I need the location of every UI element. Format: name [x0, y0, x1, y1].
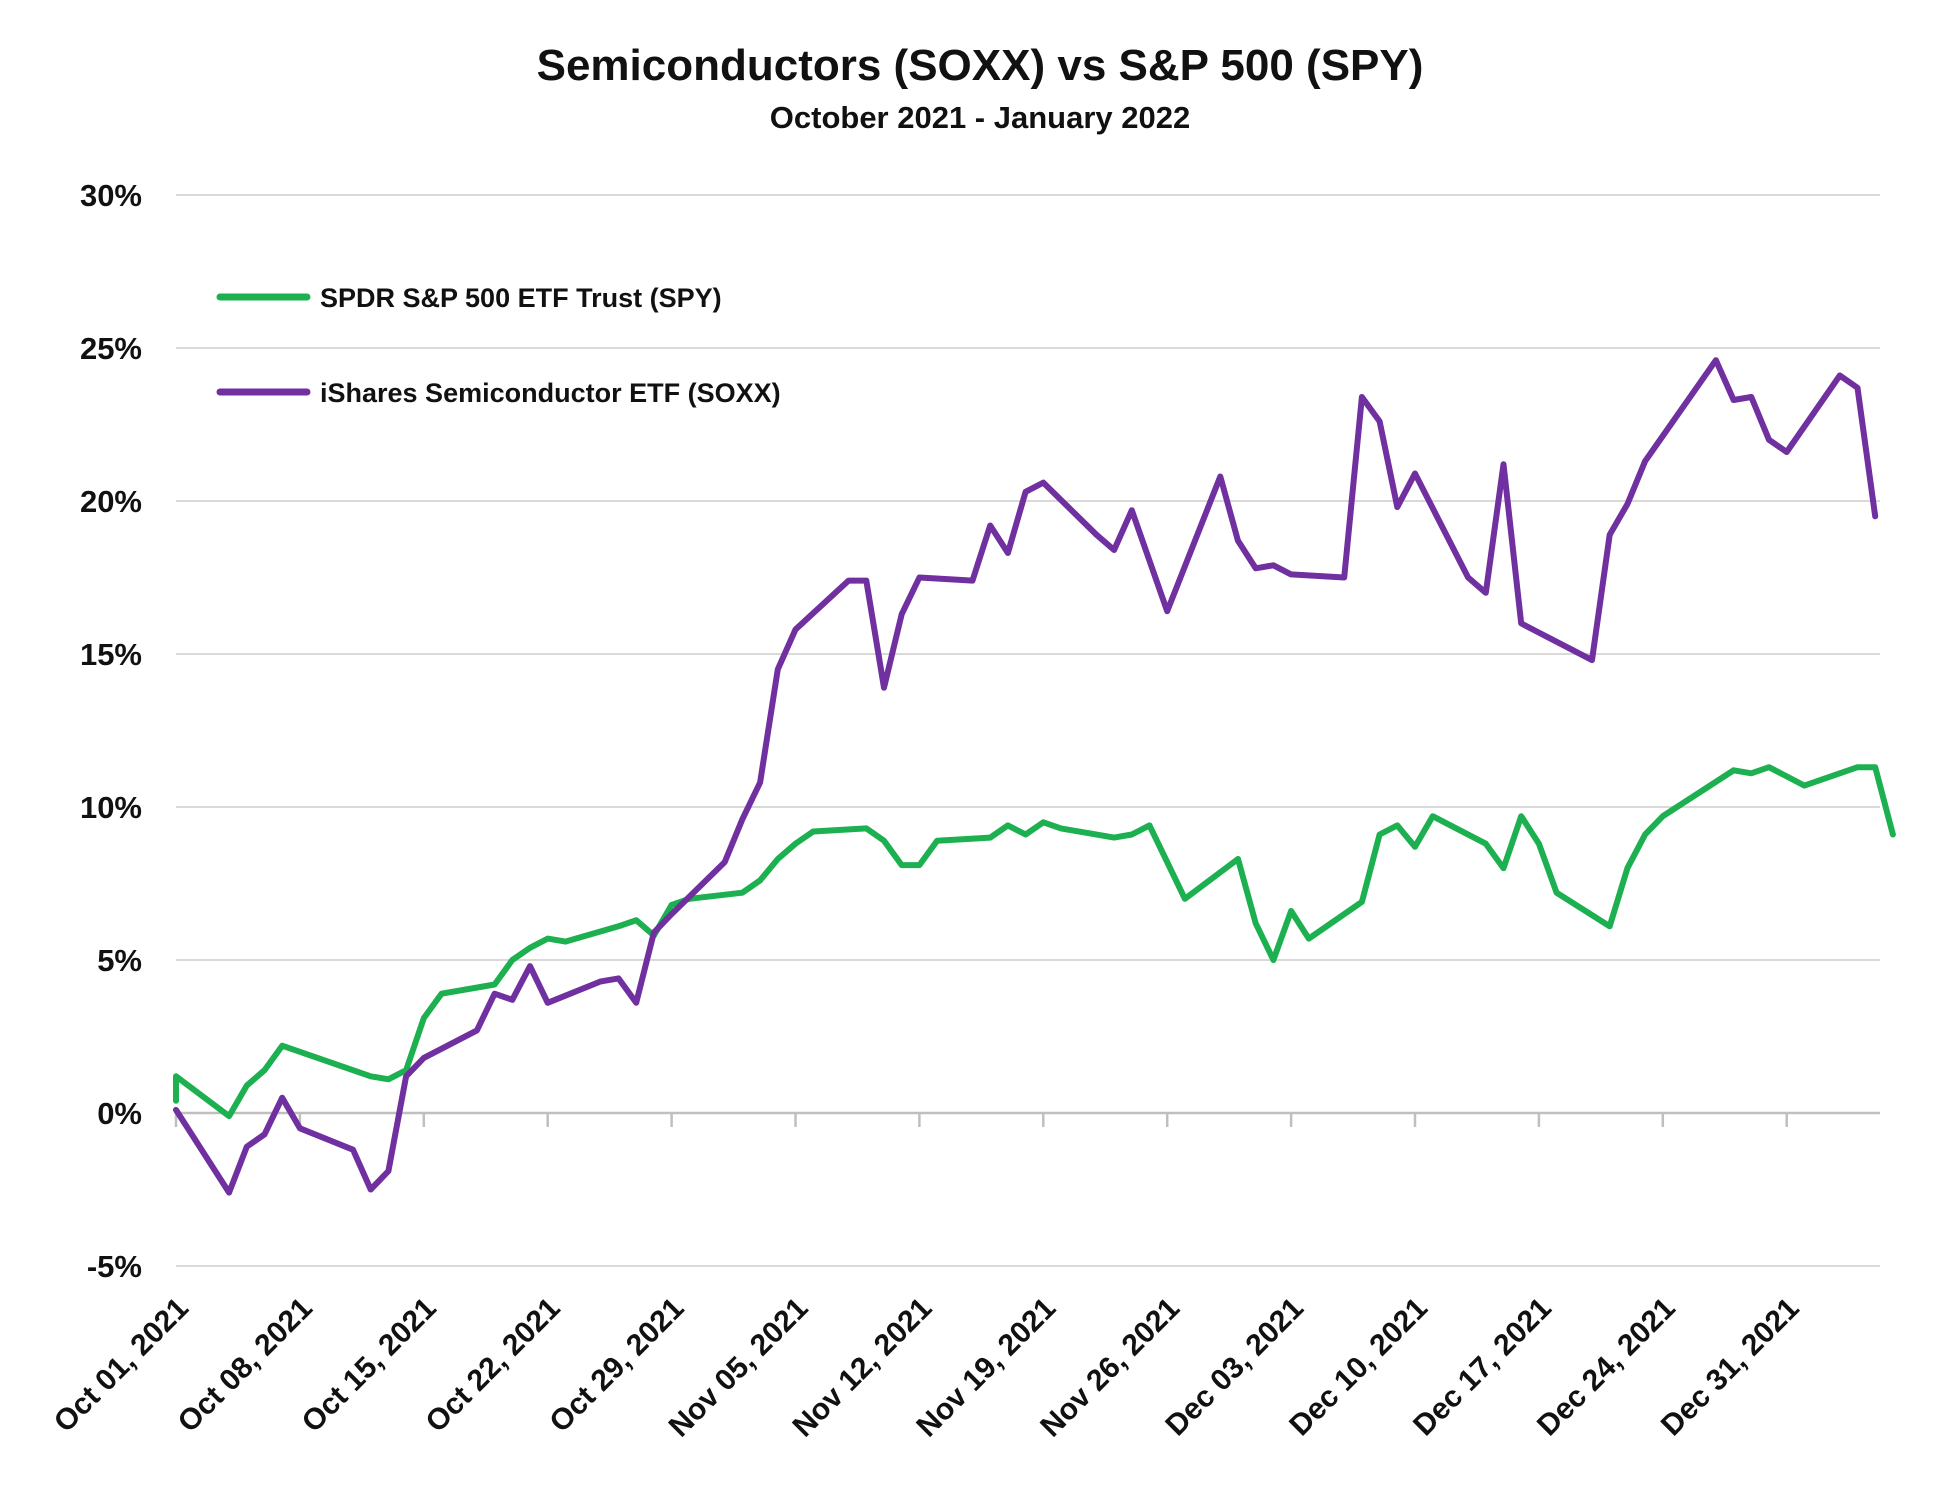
- y-tick-label: 30%: [80, 178, 142, 213]
- y-tick-label: 5%: [97, 943, 142, 978]
- x-axis: [174, 1111, 1880, 1127]
- chart-title: Semiconductors (SOXX) vs S&P 500 (SPY): [537, 41, 1424, 90]
- y-tick-label: 0%: [97, 1096, 142, 1131]
- chart-subtitle: October 2021 - January 2022: [770, 100, 1190, 135]
- y-tick-label: 20%: [80, 484, 142, 519]
- y-axis: -5% 0% 5% 10% 15% 20% 25% 30%: [80, 178, 142, 1284]
- series-line-soxx: [173, 357, 1879, 1196]
- gridlines: [176, 194, 1880, 1267]
- y-tick-label: -5%: [87, 1249, 142, 1284]
- series-line-spy: [173, 764, 1896, 1120]
- legend-label-soxx: iShares Semiconductor ETF (SOXX): [320, 378, 781, 408]
- y-tick-label: 15%: [80, 637, 142, 672]
- series-lines: [173, 357, 1896, 1196]
- y-tick-label: 10%: [80, 790, 142, 825]
- legend: SPDR S&P 500 ETF Trust (SPY) iShares Sem…: [216, 283, 781, 408]
- legend-label-spy: SPDR S&P 500 ETF Trust (SPY): [320, 283, 722, 313]
- y-tick-label: 25%: [80, 331, 142, 366]
